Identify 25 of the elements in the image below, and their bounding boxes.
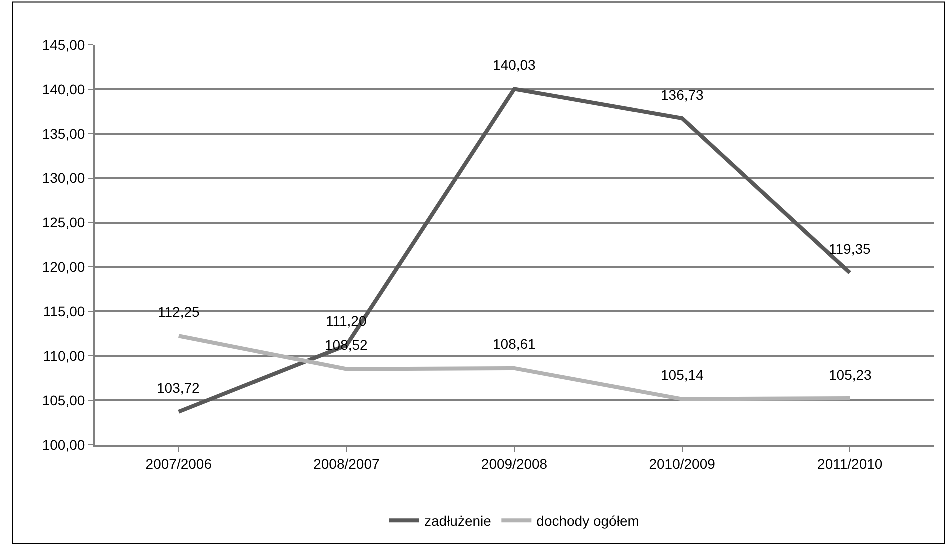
- y-tick-label: 125,00: [42, 214, 86, 231]
- y-tick-label: 135,00: [42, 126, 86, 142]
- data-label: 140,03: [493, 57, 536, 73]
- x-tick-label: 2009/2008: [481, 456, 548, 472]
- data-label: 105,23: [829, 367, 872, 383]
- y-tick-label: 140,00: [42, 81, 86, 98]
- x-tick-label: 2010/2009: [649, 456, 716, 472]
- y-tick-label: 120,00: [42, 259, 86, 276]
- y-tick-label: 100,00: [42, 436, 86, 453]
- y-tick-label: 105,00: [42, 392, 86, 408]
- x-tick-label: 2008/2007: [314, 456, 380, 472]
- y-tick-label: 110,00: [43, 348, 86, 364]
- data-label: 103,72: [157, 380, 200, 396]
- x-tick-label: 2011/2010: [818, 456, 883, 472]
- data-label: 112,25: [158, 304, 200, 320]
- data-label: 119,35: [829, 241, 871, 257]
- y-tick-label: 145,00: [42, 36, 86, 53]
- data-label: 108,61: [493, 336, 536, 352]
- data-label: 105,14: [661, 367, 704, 383]
- data-label: 136,73: [661, 87, 704, 103]
- y-tick-label: 115,00: [43, 304, 86, 320]
- legend-label: zadłużenie: [424, 513, 492, 530]
- x-tick-label: 2007/2006: [146, 456, 212, 472]
- legend-label: dochody ogółem: [536, 513, 640, 530]
- y-tick-label: 130,00: [42, 170, 86, 186]
